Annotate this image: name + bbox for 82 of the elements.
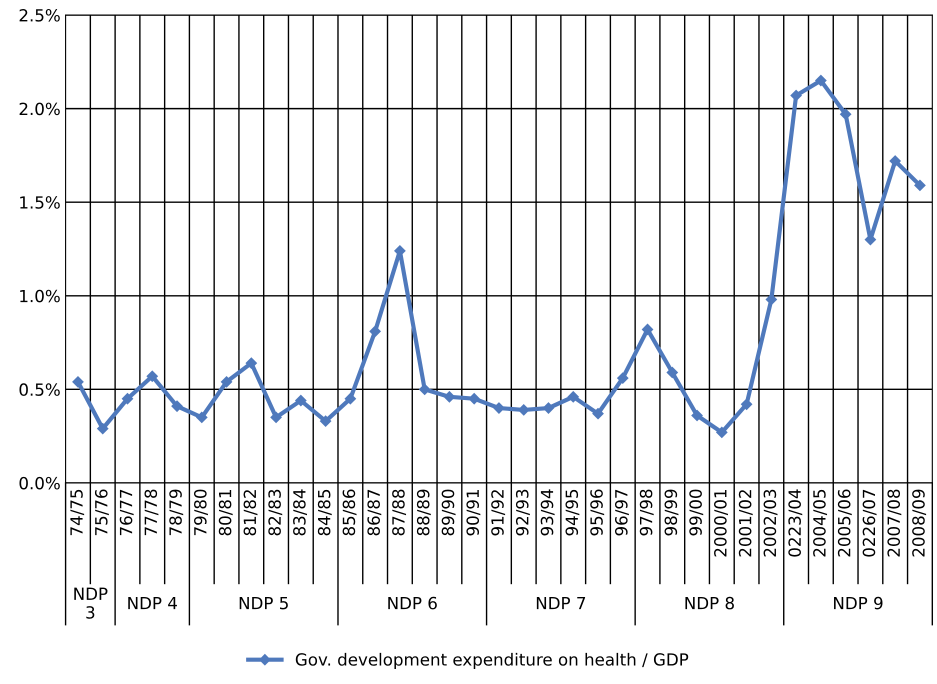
point (542, 402, 554, 414)
point (246, 358, 257, 369)
x-tick-label: 99/00 (689, 490, 704, 536)
x-tick-label: 0223/04 (788, 489, 802, 557)
point (97, 423, 108, 434)
point (568, 391, 579, 402)
x-tick-label: 76/77 (120, 490, 134, 536)
x-tick-label: 77/78 (144, 490, 158, 536)
point (419, 384, 430, 395)
point (220, 376, 232, 388)
x-tick-label: 74/75 (70, 490, 84, 536)
point (716, 426, 728, 438)
x-tick-label: 2000/01 (714, 490, 728, 556)
x-tick-label: 90/91 (466, 490, 480, 536)
x-tick-label: 84/85 (318, 490, 332, 536)
x-tick-label: 81/82 (244, 490, 258, 536)
legend-label: Gov. development expenditure on health / GDP (296, 652, 688, 669)
point (617, 372, 628, 384)
y-tick-label: 0.5% (19, 383, 60, 396)
text: NDP 7 (536, 596, 586, 610)
x-tick-label: 2007/08 (887, 490, 902, 556)
point (815, 74, 826, 86)
point (196, 412, 208, 424)
point (790, 90, 802, 102)
x-tick-label: 2004/05 (813, 490, 828, 556)
y-tick-label: 0.0% (19, 476, 60, 490)
x-tick-label: 80/81 (218, 490, 233, 536)
x-tick-label: 2008/09 (912, 490, 926, 556)
point (642, 324, 654, 336)
x-tick-label: 94/95 (565, 490, 580, 536)
x-tick-label: 93/94 (540, 489, 555, 536)
x-tick-label: 97/98 (640, 490, 654, 536)
point (344, 393, 356, 404)
point (666, 366, 678, 378)
x-tick-label: 92/93 (516, 490, 530, 536)
point (72, 376, 84, 388)
point (122, 393, 134, 404)
y-tick-label: 2.0% (20, 102, 60, 116)
x-tick-label: 95/96 (590, 490, 604, 536)
point (468, 393, 480, 404)
x-tick-label: 86/87 (367, 490, 382, 536)
point (295, 394, 306, 406)
point (890, 155, 901, 167)
point (914, 180, 926, 191)
point (270, 412, 282, 424)
point (740, 398, 752, 410)
x-tick-label: 78/79 (169, 490, 184, 536)
x-tick-label: 75/76 (94, 490, 109, 536)
x-tick-label: 83/84 (293, 489, 307, 536)
y-tick-label: 1.0% (20, 290, 60, 302)
x-tick-label: 96/97 (615, 490, 629, 536)
x-tick-label: 2001/02 (738, 490, 753, 556)
x-tick-label: 89/90 (442, 490, 456, 536)
text: NDP 9 (834, 596, 882, 610)
x-tick-label: 82/83 (268, 490, 282, 536)
x-tick-label: 0226/07 (862, 490, 877, 557)
x-tick-label: 91/92 (491, 490, 506, 536)
text: NDP 8 (685, 596, 734, 610)
point (370, 326, 381, 337)
x-tick-label: 88/89 (416, 490, 431, 536)
text: NDP 3 (74, 588, 108, 619)
y-tick-label: 2.5% (20, 9, 60, 22)
point (691, 410, 703, 422)
x-tick-label: 85/86 (342, 490, 357, 536)
x-tick-label: 2005/06 (838, 490, 852, 556)
point (320, 416, 332, 427)
x-tick-label: 2002/03 (764, 490, 778, 556)
text: NDP 5 (240, 596, 288, 610)
text: NDP 4 (128, 596, 177, 610)
x-tick-label: 87/88 (392, 490, 406, 536)
x-tick-label: 98/99 (664, 490, 678, 536)
point (840, 108, 852, 120)
point (592, 408, 604, 420)
point (146, 370, 158, 382)
point (444, 391, 456, 402)
point (518, 404, 530, 416)
y-tick-label: 1.5% (20, 196, 60, 209)
point (171, 400, 183, 412)
point (766, 294, 777, 306)
point (493, 402, 505, 414)
text: NDP 6 (388, 596, 437, 610)
x-tick-label: 79/80 (194, 490, 208, 536)
